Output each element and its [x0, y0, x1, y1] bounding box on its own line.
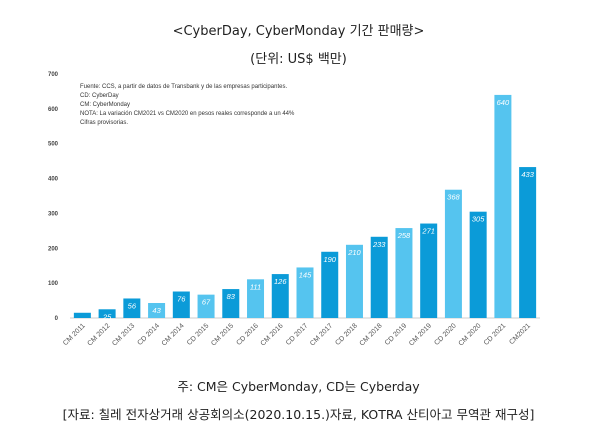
bar	[321, 251, 339, 318]
bar-value-label: 145	[299, 270, 312, 279]
x-tick-label: CD 2018	[334, 322, 359, 347]
bar	[247, 279, 265, 318]
y-tick-label: 700	[48, 72, 59, 78]
y-tick-label: 600	[48, 107, 59, 113]
bar	[469, 211, 487, 318]
x-tick-label: CM 2020	[458, 322, 483, 347]
x-tick-label: CM 2011	[62, 322, 87, 347]
bar-value-label: 25	[102, 312, 112, 321]
bar-value-label: 126	[274, 277, 287, 286]
bar-value-label: 111	[250, 282, 261, 291]
x-tick-label: CM 2018	[359, 322, 384, 347]
bar-value-label: 305	[472, 215, 485, 224]
y-tick-label: 0	[55, 316, 59, 322]
x-tick-label: CD 2014	[136, 322, 161, 347]
source-note: [자료: 칠레 전자상거래 상공회의소(2020.10.15.)자료, KOTR…	[62, 407, 535, 422]
x-tick-label: CD 2016	[235, 322, 260, 347]
bar	[148, 303, 166, 318]
x-tick-label: CM 2016	[260, 322, 285, 347]
x-tick-label: CM 2015	[210, 322, 235, 347]
bar	[222, 289, 240, 318]
x-tick-label: CD 2019	[384, 322, 409, 347]
x-tick-label: CM2021	[508, 322, 532, 346]
x-tick-label: CM 2013	[111, 322, 136, 347]
y-tick-label: 300	[48, 211, 59, 217]
annotation-line: NOTA: La variación CM2021 vs CM2020 en p…	[80, 111, 295, 117]
bar-value-label: 368	[447, 193, 460, 202]
y-tick-label: 100	[48, 281, 59, 287]
bar	[197, 294, 215, 318]
bar	[123, 298, 141, 318]
x-tick-label: CD 2021	[483, 322, 508, 347]
y-tick-label: 200	[48, 246, 59, 252]
y-tick-label: 500	[48, 142, 59, 148]
value-labels: 25 56 43 76 67 83 111 126 145 190 210 233 258 271 368 3…	[102, 98, 535, 321]
bar-value-label: 210	[347, 248, 361, 257]
bar-value-label: 271	[421, 227, 435, 236]
x-tick-label: CM 2017	[309, 322, 334, 347]
bar	[73, 312, 91, 318]
annotation-line: CD: CyberDay	[80, 93, 119, 99]
annotation-line: Fuente: CCS, a partir de datos de Transb…	[80, 84, 287, 90]
bar	[98, 309, 116, 318]
x-tick-label: CM 2014	[161, 322, 186, 347]
x-tick-label: CM 2019	[408, 322, 433, 347]
x-tick-label: CM 2012	[86, 322, 111, 347]
bar	[444, 189, 462, 318]
bar	[519, 167, 537, 318]
bar	[420, 223, 438, 318]
bar	[172, 291, 190, 318]
bars	[73, 94, 537, 319]
bar-value-label: 83	[227, 292, 236, 301]
bar	[271, 274, 289, 318]
bar	[345, 244, 363, 318]
bar-value-label: 233	[372, 240, 386, 249]
annotation-line: CM: CyberMonday	[80, 102, 130, 108]
chart-annotation: Fuente: CCS, a partir de datos de Transb…	[80, 84, 295, 126]
bar	[395, 228, 413, 318]
x-tick-label: CD 2020	[433, 322, 458, 347]
bar	[370, 236, 388, 318]
x-tick-label: CD 2017	[285, 322, 310, 347]
bar	[296, 267, 314, 318]
y-tick-label: 400	[48, 177, 59, 183]
x-axis: CM 2011 CM 2012 CM 2013 CD 2014 CM 2014 CD 20…	[62, 322, 532, 347]
chart-unit-subtitle: (단위: US$ 백만)	[250, 52, 347, 67]
footnote: 주: CM은 CyberMonday, CD는 Cyberday	[177, 379, 420, 394]
chart-title: <CyberDay, CyberMonday 기간 판매량>	[172, 24, 425, 39]
bar-value-label: 433	[521, 170, 534, 179]
x-tick-label: CD 2015	[186, 322, 211, 347]
bar-value-label: 640	[497, 98, 510, 107]
y-axis: 0 100 200 300 400 500 600 700	[48, 72, 59, 322]
bar-value-label: 56	[128, 301, 137, 310]
bar-value-label: 76	[177, 295, 186, 304]
bar-value-label: 190	[323, 255, 336, 264]
bar	[494, 94, 512, 319]
annotation-line: Cifras provisorias.	[80, 120, 128, 126]
bar-value-label: 43	[152, 306, 161, 315]
bar-value-label: 258	[397, 231, 411, 240]
bar-value-label: 67	[202, 298, 211, 307]
